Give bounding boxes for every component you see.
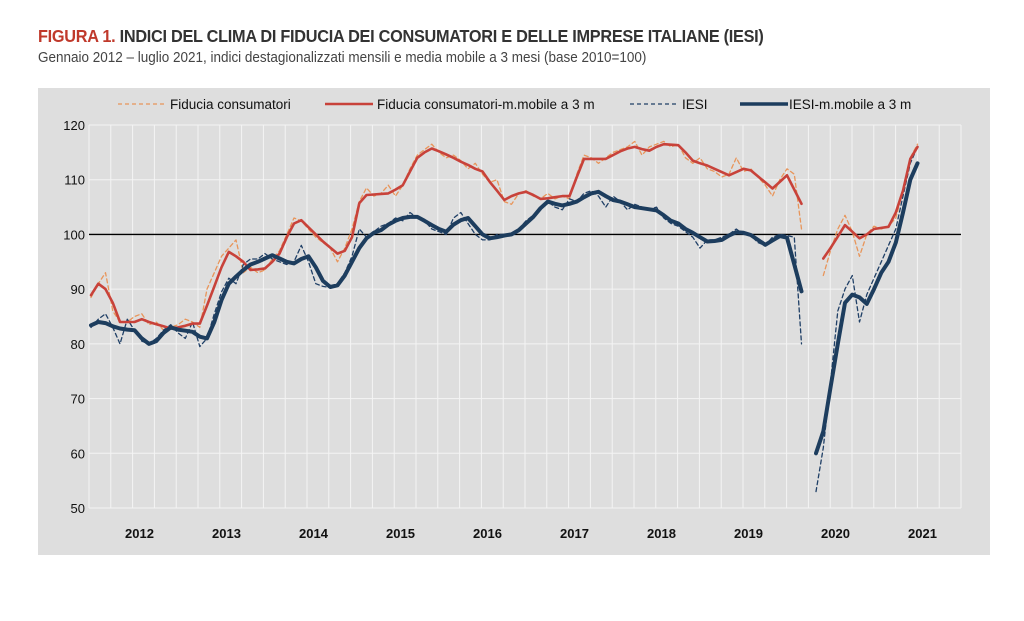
x-tick-label: 2014 [299, 526, 329, 541]
y-tick-label: 120 [63, 118, 85, 133]
x-tick-label: 2019 [734, 526, 763, 541]
x-tick-label: 2015 [386, 526, 415, 541]
chart-background [38, 88, 990, 555]
legend-label: IESI [682, 97, 708, 112]
series-line-1 [89, 142, 919, 330]
legend-label: IESI-m.mobile a 3 m [789, 97, 911, 112]
legend-label: Fiducia consumatori [170, 97, 291, 112]
y-tick-label: 90 [71, 282, 85, 297]
x-tick-label: 2018 [647, 526, 676, 541]
series-line-3 [89, 161, 920, 456]
x-tick-label: 2012 [125, 526, 154, 541]
y-tick-label: 60 [71, 446, 85, 461]
y-tick-label: 100 [63, 227, 85, 242]
x-tick-label: 2016 [473, 526, 502, 541]
x-tick-label: 2017 [560, 526, 589, 541]
figure-subtitle: Gennaio 2012 – luglio 2021, indici desta… [38, 50, 647, 66]
y-tick-label: 80 [71, 337, 85, 352]
figure-title: FIGURA 1. INDICI DEL CLIMA DI FIDUCIA DE… [38, 26, 764, 47]
y-tick-label: 70 [71, 392, 85, 407]
x-tick-label: 2013 [212, 526, 241, 541]
y-tick-label: 50 [71, 501, 85, 516]
x-tick-label: 2020 [821, 526, 850, 541]
x-axis: 2012 2013 2014 2015 2016 2017 2018 2019 2020 2021 [125, 526, 937, 541]
x-tick-label: 2021 [908, 526, 937, 541]
y-tick-label: 110 [64, 173, 85, 188]
grid [88, 124, 962, 509]
legend: Fiducia consumatori Fiducia consumatori-m… [118, 97, 911, 112]
figure-title-text: INDICI DEL CLIMA DI FIDUCIA DEI CONSUMAT… [119, 26, 764, 46]
legend-label: Fiducia consumatori-m.mobile a 3 m [377, 97, 595, 112]
series-lines [89, 140, 920, 493]
y-axis: 50 60 70 80 90 100 110 120 [63, 118, 85, 516]
figure-label: FIGURA 1. [38, 26, 116, 46]
